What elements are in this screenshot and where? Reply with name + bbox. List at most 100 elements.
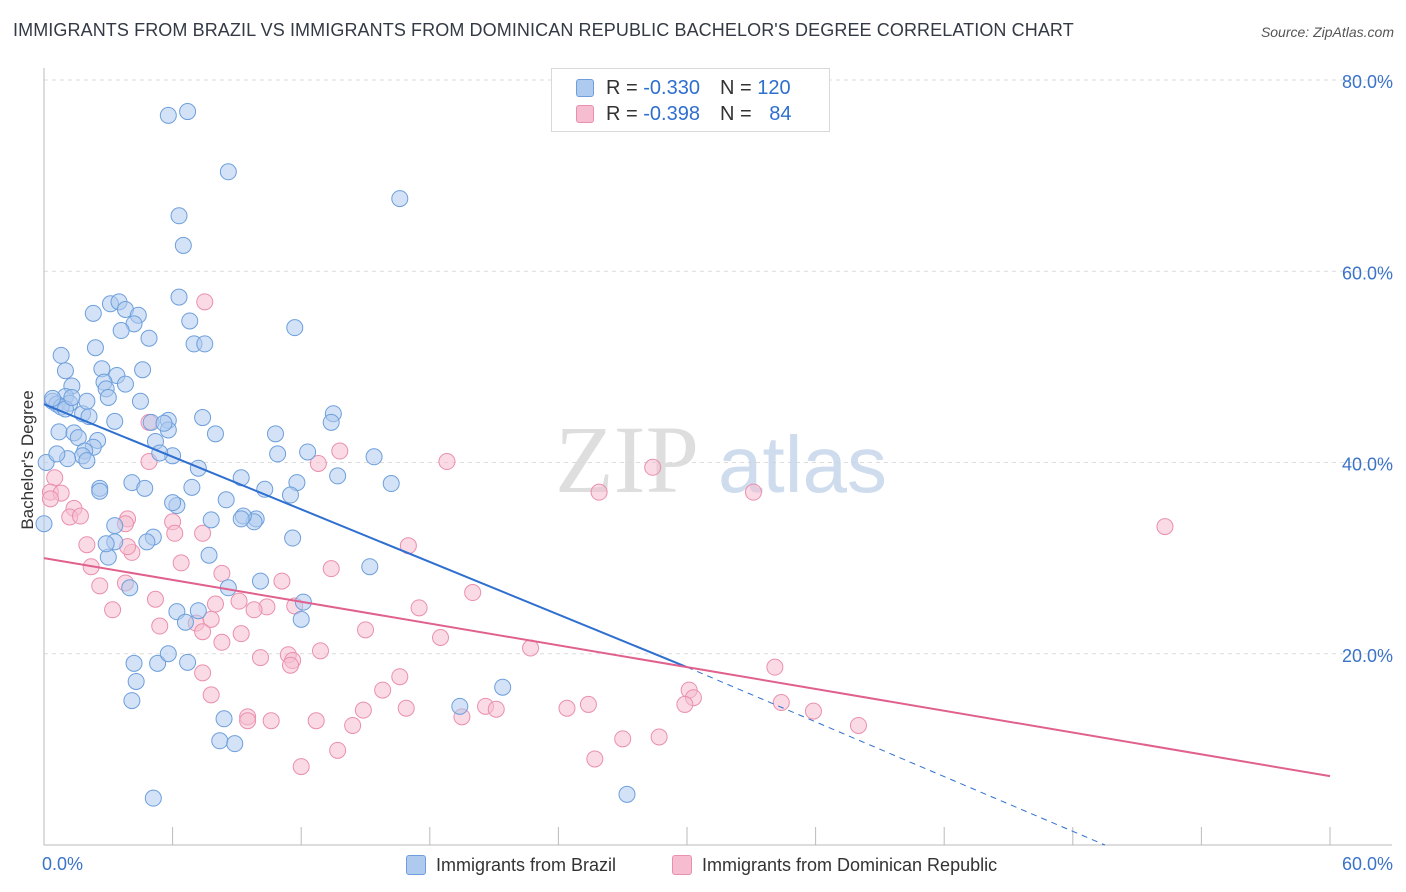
point-brazil (116, 375, 134, 393)
trend-lines (43, 403, 1331, 846)
point-dominican-republic (196, 293, 214, 311)
point-dominican-republic (213, 564, 231, 582)
y-tick-label: 60.0% (1342, 263, 1393, 283)
point-brazil (391, 190, 409, 208)
point-dominican-republic (644, 458, 662, 476)
watermark: ZIP atlas (555, 406, 887, 513)
point-dominican-republic (374, 681, 392, 699)
point-dominican-republic (676, 695, 694, 713)
point-dominican-republic (281, 656, 299, 674)
point-brazil (494, 678, 512, 696)
trend-line-brazil-extrapolated (686, 666, 1106, 846)
legend-n-label: N = (719, 76, 752, 99)
bottom-legend-label-brazil: Immigrants from Brazil (436, 854, 617, 875)
grid-lines (44, 79, 1392, 655)
point-dominican-republic (273, 572, 291, 590)
point-dominican-republic (232, 625, 250, 643)
bottom-legend-label-dominican-republic: Immigrants from Dominican Republic (702, 854, 998, 875)
point-brazil (63, 388, 81, 406)
series-dominican-republic (41, 293, 1174, 776)
point-dominican-republic (202, 610, 220, 628)
point-dominican-republic (432, 628, 450, 646)
point-brazil (200, 546, 218, 564)
point-brazil (226, 735, 244, 753)
point-brazil (194, 409, 212, 427)
point-brazil (176, 613, 194, 631)
point-brazil (286, 319, 304, 337)
point-brazil (138, 533, 156, 551)
point-dominican-republic (71, 507, 89, 525)
legend-r-value: -0.398 (643, 102, 700, 125)
point-brazil (292, 610, 310, 628)
point-brazil (179, 103, 197, 121)
point-dominican-republic (146, 590, 164, 608)
source-label: Source: ZipAtlas.com (1260, 24, 1394, 40)
legend-n-value: 84 (769, 102, 792, 125)
point-dominican-republic (1156, 518, 1174, 536)
point-dominican-republic (438, 453, 456, 471)
point-dominican-republic (849, 716, 867, 734)
point-brazil (215, 710, 233, 728)
x-tick-label-min: 0.0% (42, 854, 83, 874)
point-brazil (112, 322, 130, 340)
point-brazil (361, 558, 379, 576)
point-dominican-republic (309, 454, 327, 472)
legend-n-label: N = (719, 102, 752, 125)
point-dominican-republic (239, 712, 257, 730)
point-dominican-republic (172, 554, 190, 572)
point-dominican-republic (391, 668, 409, 686)
point-brazil (56, 362, 74, 380)
y-tick-label: 40.0% (1342, 455, 1393, 475)
point-dominican-republic (410, 599, 428, 617)
point-dominican-republic (307, 712, 325, 730)
point-brazil (84, 304, 102, 322)
point-dominican-republic (329, 741, 347, 759)
chart-title: IMMIGRANTS FROM BRAZIL VS IMMIGRANTS FRO… (13, 20, 1074, 40)
bottom-legend-swatch-dominican-republic (672, 855, 692, 875)
point-dominican-republic (213, 633, 231, 651)
legend-n-value: 120 (757, 76, 791, 99)
point-brazil (131, 392, 149, 410)
point-dominican-republic (245, 601, 263, 619)
point-dominican-republic (766, 658, 784, 676)
point-brazil (382, 475, 400, 493)
point-brazil (329, 467, 347, 485)
x-tick-label-max: 60.0% (1342, 854, 1393, 874)
point-brazil (618, 785, 636, 803)
point-brazil (50, 423, 68, 441)
bottom-legend-brazil: Immigrants from Brazil (406, 852, 616, 878)
point-brazil (44, 389, 62, 407)
watermark-atlas: atlas (718, 420, 887, 509)
point-brazil (170, 288, 188, 306)
point-dominican-republic (206, 595, 224, 613)
point-brazil (281, 486, 299, 504)
point-brazil (99, 388, 117, 406)
point-brazil (365, 448, 383, 466)
y-axis-label: Bachelor's Degree (18, 390, 37, 530)
point-brazil (206, 425, 224, 443)
point-dominican-republic (292, 758, 310, 776)
point-brazil (174, 236, 192, 254)
point-brazil (78, 452, 96, 470)
y-tick-label: 80.0% (1342, 72, 1393, 92)
legend-r-label: R = (606, 76, 638, 99)
point-brazil (123, 692, 141, 710)
point-brazil (251, 572, 269, 590)
point-brazil (127, 672, 145, 690)
point-brazil (134, 361, 152, 379)
bottom-legend-swatch-brazil (406, 855, 426, 875)
point-brazil (159, 645, 177, 663)
point-dominican-republic (322, 560, 340, 578)
point-dominican-republic (487, 700, 505, 718)
point-dominican-republic (41, 490, 59, 508)
point-brazil (125, 654, 143, 672)
point-brazil (144, 789, 162, 807)
point-dominican-republic (46, 469, 64, 487)
point-dominican-republic (354, 701, 372, 719)
legend-swatch-brazil (576, 79, 594, 97)
series-brazil (35, 103, 636, 807)
legend-swatch-dominican-republic (576, 105, 594, 123)
point-brazil (52, 346, 70, 364)
point-brazil (322, 413, 340, 431)
